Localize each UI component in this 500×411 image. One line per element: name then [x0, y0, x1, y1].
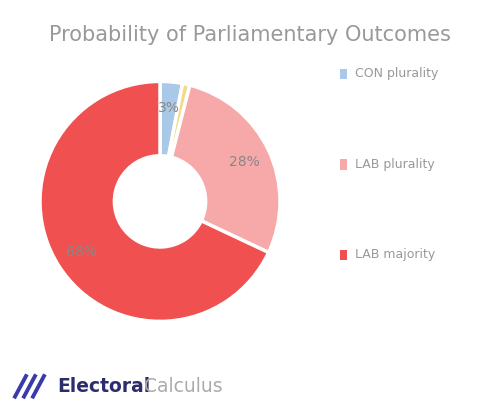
Text: Calculus: Calculus: [144, 377, 222, 396]
Wedge shape: [40, 81, 268, 321]
Text: CON plurality: CON plurality: [355, 67, 438, 81]
Text: Electoral: Electoral: [58, 377, 151, 396]
Text: 3%: 3%: [158, 101, 180, 115]
Text: 68%: 68%: [66, 245, 96, 259]
Text: 28%: 28%: [230, 155, 260, 169]
Text: LAB majority: LAB majority: [355, 248, 435, 261]
Wedge shape: [168, 83, 190, 157]
Text: Probability of Parliamentary Outcomes: Probability of Parliamentary Outcomes: [49, 25, 451, 45]
Wedge shape: [160, 81, 182, 157]
Text: LAB plurality: LAB plurality: [355, 158, 434, 171]
Wedge shape: [172, 85, 280, 252]
Circle shape: [122, 163, 198, 240]
